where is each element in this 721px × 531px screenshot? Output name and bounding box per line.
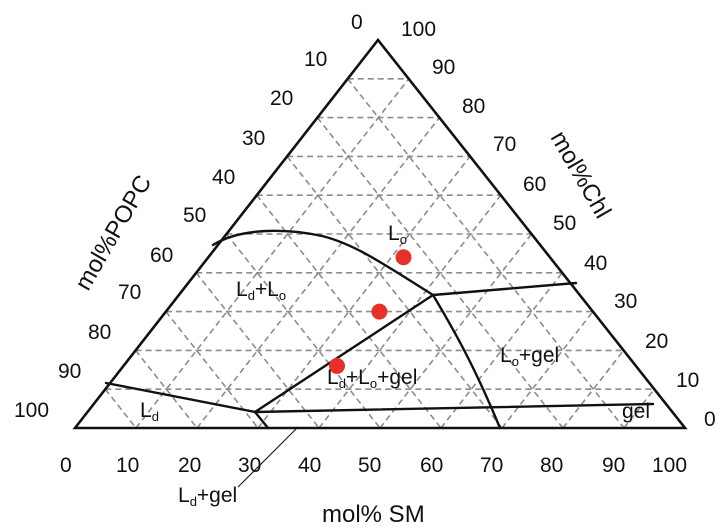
bottom-tick-label: 90 [602, 454, 625, 477]
grid-line-popc [316, 117, 564, 429]
bottom-ticks: 0 10 20 30 40 50 60 70 80 90 100 [60, 454, 687, 477]
boundary-gel-bottom [253, 402, 655, 414]
triangle-frame [72, 37, 688, 430]
grid-lines [104, 78, 655, 429]
left-tick-label: 70 [118, 281, 141, 304]
left-tick-label: 50 [183, 204, 206, 227]
bottom-tick-label: 0 [60, 454, 72, 477]
boundary-lo-upper [211, 229, 435, 297]
boundary-three-phase-right [431, 293, 502, 430]
bottom-tick-label: 10 [116, 454, 139, 477]
right-tick-label: 70 [493, 133, 516, 156]
left-tick-label: 80 [88, 321, 111, 344]
bottom-tick-label: 50 [358, 454, 381, 477]
grid-line-popc [134, 349, 198, 429]
right-tick-label: 60 [523, 173, 546, 196]
grid-line-sm [135, 78, 410, 429]
boundary-three-phase-left [253, 293, 435, 414]
bottom-tick-label: 100 [652, 454, 687, 477]
grid-line-sm [501, 311, 594, 429]
grid-line-popc [104, 388, 137, 429]
left-axis-title: mol%POPC [70, 171, 157, 295]
grid-line-popc [225, 233, 381, 429]
right-tick-label: 50 [553, 212, 576, 235]
region-label-lo-gel: Lo+gel [500, 344, 559, 369]
grid-line-sm [440, 272, 563, 429]
left-tick-label: 20 [270, 87, 293, 110]
sample-points [328, 249, 412, 374]
region-label-ld-lo-gel: Ld+Lo+gel [327, 366, 417, 391]
right-tick-label: 80 [462, 95, 485, 118]
grid-line-popc [347, 78, 625, 429]
grid-line-sm [379, 233, 533, 429]
region-label-ld-gel: Ld+gel [178, 484, 237, 509]
left-tick-label: 10 [304, 48, 327, 71]
right-tick-label: 30 [614, 290, 637, 313]
right-axis-title: mol%Chl [545, 127, 616, 224]
sample-point [395, 249, 412, 266]
right-tick-label: 0 [704, 408, 716, 431]
right-tick-label: 20 [645, 330, 668, 353]
sample-point [328, 357, 345, 374]
left-ticks: 0 10 20 30 40 50 60 70 80 90 100 [14, 11, 363, 422]
right-tick-label: 10 [676, 369, 699, 392]
ld-gel-leader-line [237, 426, 299, 488]
region-label-lo: Lo [388, 222, 407, 247]
bottom-tick-label: 70 [480, 454, 503, 477]
left-tick-label: 60 [150, 244, 173, 267]
grid-line-sm [623, 388, 655, 429]
region-label-gel: gel [622, 400, 650, 423]
region-label-ld: Ld [140, 399, 159, 424]
grid-line-popc [286, 155, 503, 429]
left-tick-label: 90 [58, 360, 81, 383]
left-tick-label: 100 [14, 399, 49, 422]
boundary-ld [104, 381, 270, 430]
left-tick-label: 0 [351, 11, 363, 34]
grid-line-sm [257, 155, 471, 429]
grid-line-popc [195, 272, 320, 429]
right-ticks: 100 90 80 70 60 50 40 30 20 10 0 [401, 18, 716, 431]
bottom-tick-label: 40 [298, 454, 321, 477]
grid-line-sm [562, 349, 625, 429]
boundary-lo-gel-top [431, 281, 578, 297]
bottom-axis-title: mol% SM [322, 501, 425, 528]
sample-point [371, 303, 388, 320]
region-label-ld-lo: Ld+Lo [236, 278, 286, 303]
left-tick-label: 30 [242, 127, 265, 150]
bottom-tick-label: 60 [420, 454, 443, 477]
right-tick-label: 40 [584, 252, 607, 275]
phase-boundaries [104, 229, 655, 430]
right-tick-label: 90 [432, 56, 455, 79]
bottom-tick-label: 30 [238, 454, 261, 477]
right-tick-label: 100 [401, 18, 436, 41]
grid-line-sm [196, 117, 441, 429]
left-tick-label: 40 [212, 166, 235, 189]
bottom-tick-label: 20 [178, 454, 201, 477]
bottom-tick-label: 80 [540, 454, 563, 477]
